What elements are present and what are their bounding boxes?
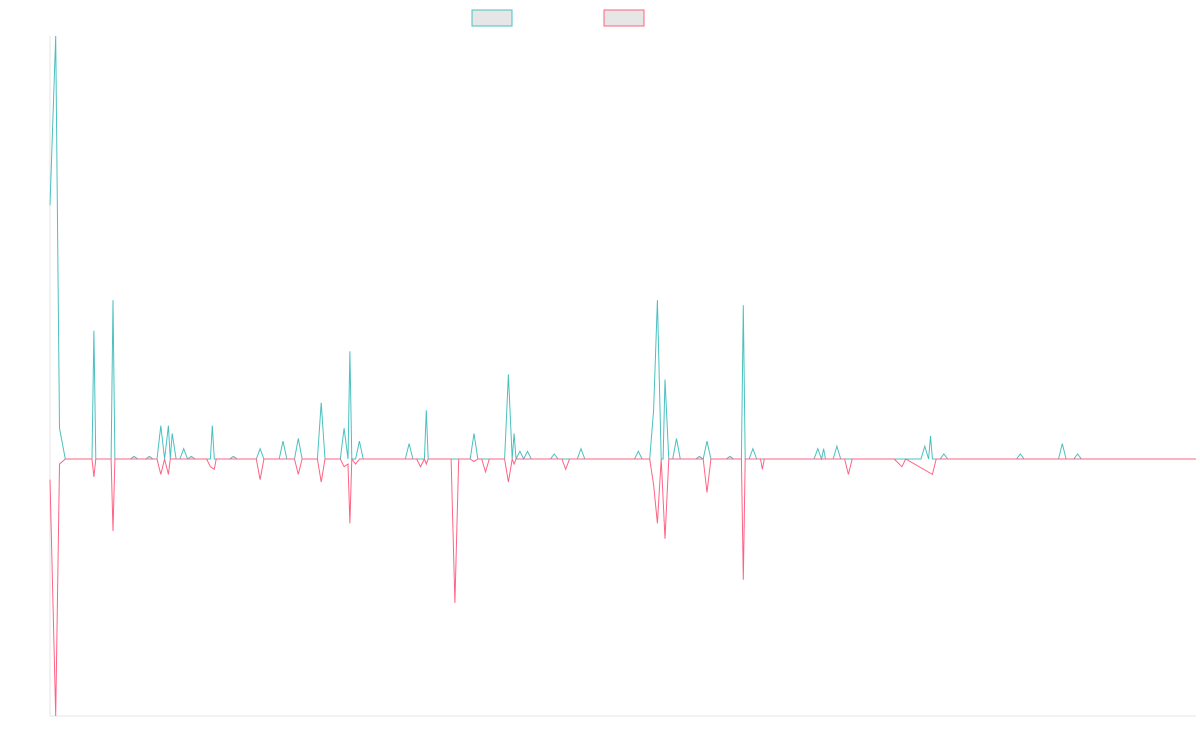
- series-line-1: [49, 35, 1196, 461]
- series-line-2: [49, 457, 1196, 717]
- axes: [49, 36, 1196, 717]
- series-group: [49, 35, 1196, 717]
- legend-swatch-2[interactable]: [603, 9, 645, 27]
- legend: [471, 9, 645, 27]
- legend-swatch-1[interactable]: [471, 9, 513, 27]
